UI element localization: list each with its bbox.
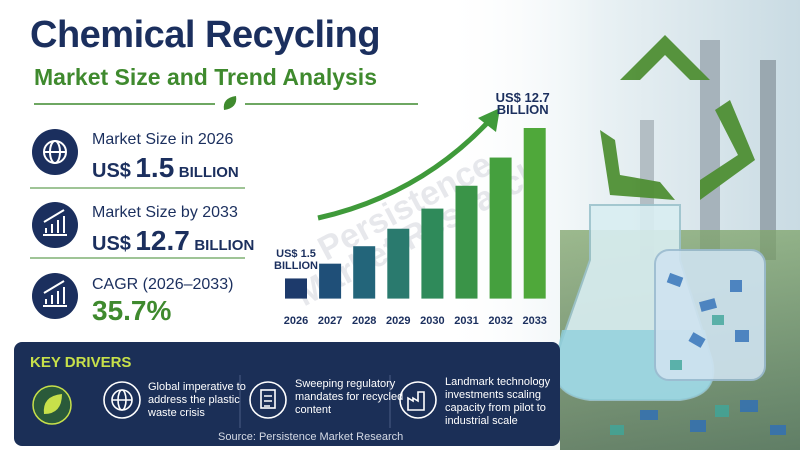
x-tick-label: 2029 [386, 315, 410, 327]
stat-prefix: US$ [92, 233, 131, 255]
stat-value: 35.7% [92, 295, 172, 326]
x-tick-label: 2026 [284, 315, 308, 327]
stat-label: CAGR (2026–2033) [92, 276, 234, 293]
driver-icons [32, 375, 437, 428]
title: Chemical Recycling [30, 14, 381, 56]
bar [455, 185, 478, 299]
x-tick-label: 2030 [420, 315, 444, 327]
stat-unit: BILLION [194, 237, 255, 254]
value-label: US$ 12.7 BILLION [495, 90, 550, 117]
driver-text: Global imperative to address the plastic… [148, 381, 246, 419]
source: Source: Persistence Market Research [218, 431, 404, 443]
subtitle: Market Size and Trend Analysis [34, 64, 377, 90]
stat-value: US$ 12.7 BILLION [92, 225, 254, 257]
stat-unit: BILLION [178, 164, 239, 181]
bar [421, 208, 444, 299]
stat-label: Market Size by 2033 [92, 204, 238, 221]
x-tick-label: 2031 [454, 315, 478, 327]
driver-text: Landmark technology investments scaling … [445, 376, 551, 427]
x-tick-label: 2027 [318, 315, 342, 327]
value-label: US$ 1.5 BILLION [274, 248, 318, 273]
bar [387, 228, 410, 299]
x-tick-label: 2033 [522, 315, 546, 327]
bar [285, 278, 307, 299]
x-tick-label: 2032 [488, 315, 512, 327]
stat-number: 1.5 [135, 152, 175, 183]
stat-value: US$ 1.5 BILLION [92, 152, 239, 184]
stat-prefix: US$ [92, 160, 131, 182]
key-drivers-title: KEY DRIVERS [30, 354, 132, 371]
driver-text: Sweeping regulatory mandates for recycle… [295, 378, 404, 416]
stat-label: Market Size in 2026 [92, 131, 234, 148]
x-tick-label: 2028 [352, 315, 376, 327]
bar [353, 246, 376, 299]
bar [523, 128, 546, 299]
stat-number: 12.7 [135, 225, 190, 256]
bar [489, 157, 512, 299]
bar [319, 263, 342, 299]
